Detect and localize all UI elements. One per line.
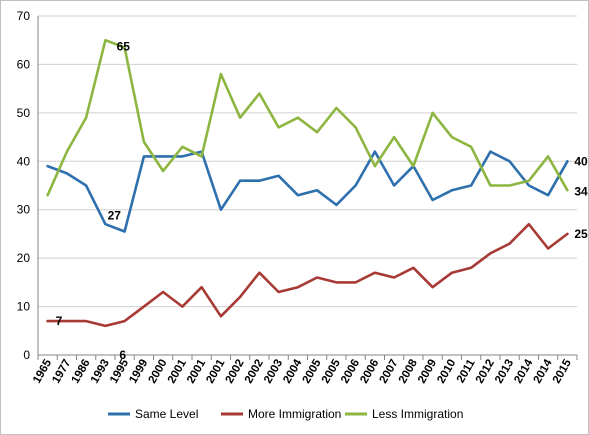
y-tick-label: 20 — [17, 251, 31, 265]
x-tick-label: 2001 — [204, 357, 227, 386]
x-tick-label: 2013 — [493, 358, 516, 386]
y-tick-label: 50 — [17, 106, 31, 120]
x-tick-label: 2001 — [166, 357, 189, 386]
data-label: 6 — [119, 348, 126, 362]
y-tick-label: 60 — [17, 57, 31, 71]
x-tick-label: 2002 — [224, 358, 247, 386]
series-line — [46, 38, 569, 197]
y-tick-label: 0 — [23, 348, 30, 362]
x-axis-ticks: 1965197719861993199519992000200120012001… — [31, 355, 578, 386]
series-line — [46, 150, 569, 233]
x-tick-label: 2006 — [358, 358, 381, 386]
data-label: 27 — [108, 209, 122, 223]
x-tick-label: 2005 — [320, 357, 343, 386]
x-tick-label: 2003 — [262, 358, 285, 386]
data-label: 7 — [56, 314, 63, 328]
legend: Same Level More Immigration Less Immigrati… — [108, 407, 463, 421]
y-tick-label: 10 — [17, 300, 31, 314]
data-label: 34 — [574, 184, 588, 198]
x-tick-label: 2004 — [281, 357, 304, 386]
gridlines — [38, 15, 577, 308]
data-labels: 65 27 7 6 40 34 25 — [56, 39, 588, 361]
y-tick-label: 70 — [17, 9, 31, 23]
series-line — [46, 222, 569, 328]
data-label: 25 — [574, 227, 588, 241]
x-tick-label: 2008 — [397, 357, 420, 386]
legend-label: Less Immigration — [372, 407, 463, 421]
x-tick-label: 2014 — [512, 357, 535, 386]
data-label: 65 — [117, 39, 131, 53]
x-tick-label: 2005 — [301, 357, 324, 386]
y-tick-label: 30 — [17, 203, 31, 217]
series-lines — [46, 38, 569, 328]
data-label: 40 — [574, 154, 588, 168]
x-tick-label: 2009 — [416, 358, 439, 386]
x-tick-label: 2007 — [378, 358, 401, 386]
x-tick-label: 2014 — [532, 357, 555, 386]
x-tick-label: 1977 — [50, 358, 73, 386]
x-tick-label: 1993 — [89, 358, 112, 386]
legend-label: More Immigration — [248, 407, 341, 421]
x-tick-label: 1986 — [70, 358, 93, 386]
x-tick-label: 2010 — [435, 358, 458, 386]
y-tick-label: 40 — [17, 154, 31, 168]
x-tick-label: 2002 — [243, 358, 266, 386]
x-tick-label: 2006 — [339, 358, 362, 386]
legend-label: Same Level — [135, 407, 198, 421]
x-tick-label: 2000 — [147, 358, 170, 386]
x-tick-label: 1999 — [127, 358, 150, 386]
y-axis-ticks: 0 10 20 30 40 50 60 70 — [17, 9, 31, 362]
x-tick-label: 2001 — [185, 357, 208, 386]
x-tick-label: 2012 — [474, 358, 497, 386]
x-tick-label: 2015 — [551, 357, 574, 386]
x-tick-label: 1965 — [31, 357, 54, 386]
